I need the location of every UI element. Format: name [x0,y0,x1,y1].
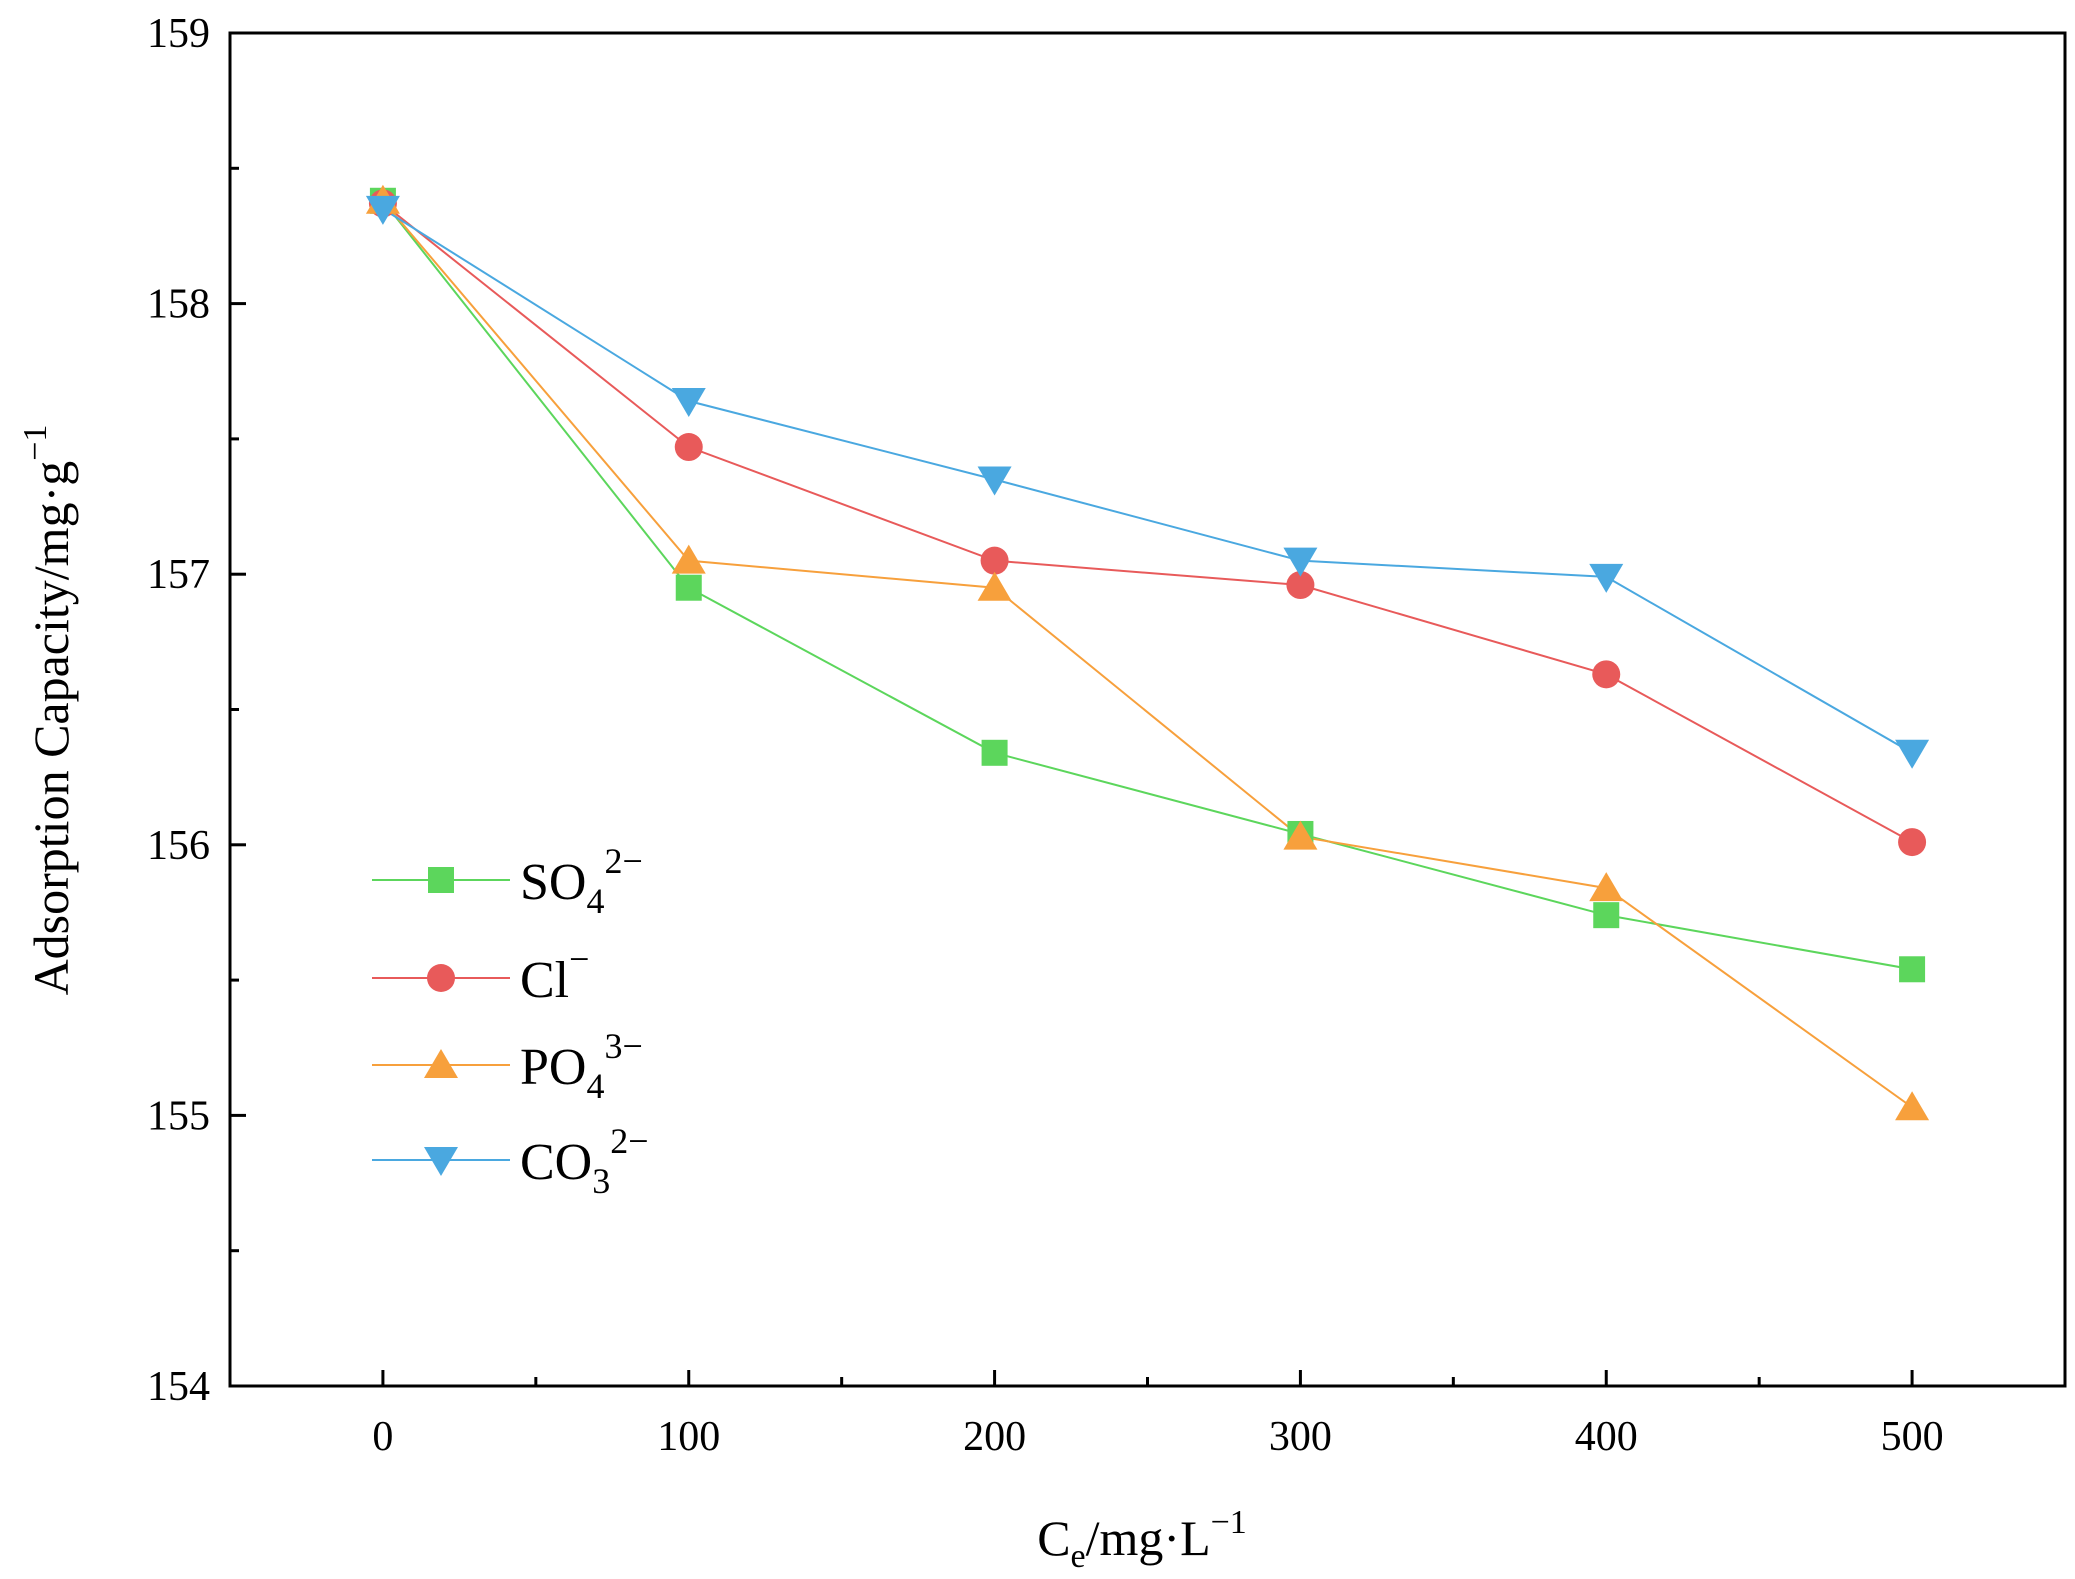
series-3-point [671,544,706,574]
legend-label-sup: 3− [604,1026,642,1066]
series-3-point [977,571,1012,601]
series-1-point [1593,902,1620,929]
series-3-point [1895,1091,1930,1121]
legend-label-sub: 3 [592,1161,610,1201]
x-tick-label: 100 [657,1414,720,1460]
y-axis: 154 155 156 157 158 159 [147,11,246,1410]
y-tick-label: 158 [147,282,210,328]
x-axis-title-main: C [1037,1510,1070,1566]
y-axis-title-sup: −1 [17,425,54,461]
legend: SO42−Cl−PO43−CO32− [372,841,649,1201]
series-4-point [977,466,1012,496]
legend-marker [424,1049,458,1078]
series-1-point [1899,956,1926,983]
series-2-point [1592,660,1621,689]
series-4-point [671,388,706,418]
legend-label: PO43− [520,1026,643,1106]
series-line-3 [382,200,1913,1109]
legend-marker [428,867,454,893]
legend-marker [427,964,455,992]
y-tick-label: 156 [147,823,210,869]
legend-label: Cl− [520,939,589,1009]
legend-marker [424,1147,458,1176]
series-4-point [1283,547,1318,577]
series-4-point [1589,563,1624,593]
legend-label-base: SO [520,854,586,911]
plot-frame [228,31,2067,1388]
series-2-point [674,433,703,462]
legend-label-sup: 2− [610,1121,648,1161]
legend-label-sub: 4 [586,881,604,921]
legend-label: CO32− [520,1121,649,1201]
legend-label-base: CO [520,1134,592,1191]
x-tick-label: 400 [1575,1414,1638,1460]
x-tick-label: 0 [372,1414,393,1460]
series-2-point [1898,828,1927,857]
x-tick-label: 200 [963,1414,1026,1460]
legend-label-base: PO [520,1039,586,1096]
legend-label-sup: 2− [604,841,642,881]
series-4-point [365,195,400,225]
legend-label-sup: − [569,939,589,979]
series-1-point [675,574,702,601]
x-axis-title: Ce/mg·L−1 [1037,1504,1247,1575]
y-tick-label: 159 [147,11,210,57]
x-axis-title-sub: e [1071,1538,1086,1575]
x-tick-label: 300 [1269,1414,1332,1460]
y-axis-title: Adsorption Capacity/mg·g−1 [17,425,79,996]
y-tick-label: 157 [147,552,210,598]
series-layer [365,184,1930,1121]
series-line-4 [382,208,1913,754]
legend-label: SO42− [520,841,643,921]
y-tick-label: 154 [147,1364,210,1410]
x-axis: 0 100 200 300 400 500 [372,1370,1944,1460]
series-4-point [1895,739,1930,769]
x-axis-title-sup: −1 [1211,1504,1247,1541]
series-line-2 [382,202,1913,843]
series-2-point [980,546,1009,575]
y-tick-label: 155 [147,1093,210,1139]
y-axis-title-main: Adsorption Capacity/mg·g [23,461,79,996]
series-3-point [1589,872,1624,902]
legend-label-base: Cl [520,952,569,1009]
x-axis-title-tail: /mg·L [1086,1510,1211,1566]
series-1-point [981,739,1008,766]
x-tick-label: 500 [1881,1414,1944,1460]
series-2-point [1286,571,1315,600]
series-3-point [1283,820,1318,850]
legend-label-sub: 4 [586,1066,604,1106]
